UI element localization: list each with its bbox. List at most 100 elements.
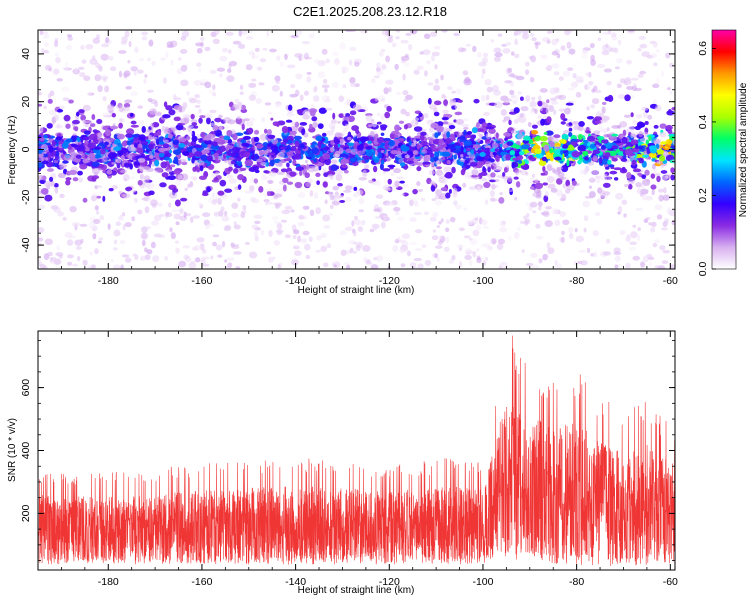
spectrogram-cell	[91, 55, 96, 61]
spectrogram-cell	[69, 235, 76, 239]
spectrogram-cell	[283, 158, 292, 162]
spectrogram-cell	[586, 135, 596, 142]
spectrogram-cell	[89, 58, 98, 65]
spectrogram-cell	[463, 129, 467, 137]
spectrogram-cell	[335, 133, 343, 138]
spectrogram-cell	[402, 90, 409, 96]
spectrogram-cell	[554, 259, 558, 266]
spectrogram-cell	[56, 108, 64, 113]
spectrogram-cell	[433, 100, 442, 106]
spectrogram-cell	[210, 255, 214, 260]
spectrogram-cell	[54, 125, 64, 128]
spectrogram-cell	[461, 123, 470, 128]
spectrogram-cell	[593, 251, 598, 258]
spectrogram-cell	[592, 230, 599, 237]
spectrogram-cell	[659, 245, 666, 251]
spectrogram-cell	[354, 61, 360, 67]
spectrogram-cell	[38, 227, 45, 233]
spectrogram-cell	[600, 145, 606, 150]
spectrogram-cell	[271, 138, 279, 145]
spectrogram-cell	[568, 131, 573, 138]
spectrogram-cell	[473, 98, 480, 104]
spectrogram-cell	[205, 223, 214, 227]
spectrogram-cell	[540, 172, 546, 176]
spectrogram-cell	[409, 30, 418, 35]
spectrogram-cell	[396, 176, 405, 180]
spectrogram-cell	[289, 130, 297, 135]
spectrogram-cell	[360, 30, 369, 34]
spectrogram-cell	[361, 220, 366, 226]
spectrogram-cell	[627, 178, 635, 185]
spectrogram-cell	[541, 148, 546, 156]
spectrogram-cell	[213, 211, 221, 217]
spectrogram-cell	[113, 264, 121, 269]
spectrogram-cell	[42, 33, 50, 40]
spectrogram-cell	[606, 127, 611, 132]
spectrogram-cell	[138, 119, 145, 126]
spectrogram-cell	[626, 85, 634, 90]
spectrogram-cell	[555, 189, 563, 197]
spectrogram-cell	[79, 72, 86, 78]
spectrogram-cell	[412, 150, 418, 155]
spectrogram-cell	[195, 166, 201, 173]
spectrogram-cell	[436, 125, 445, 133]
spectrogram-cell	[626, 59, 632, 65]
spectrogram-cell	[235, 117, 242, 125]
spectrogram-cell	[264, 102, 272, 106]
spectrogram-cell	[464, 134, 472, 139]
spectrogram-cell	[549, 87, 557, 95]
spectrogram-cell	[322, 153, 330, 160]
spectrogram-cell	[75, 154, 82, 159]
spectrogram-cell	[477, 51, 482, 58]
spectrogram-cell	[344, 185, 353, 191]
spectrogram-cell	[170, 232, 176, 240]
spectrogram-cell	[107, 223, 111, 230]
spectrogram-cell	[391, 130, 400, 135]
spectrogram-cell	[62, 151, 67, 155]
spectrogram-cell	[546, 242, 551, 249]
spectrogram-cell	[164, 152, 172, 158]
spectrogram-cell	[624, 80, 628, 85]
spectrogram-cell	[351, 220, 355, 227]
spectrogram-cell	[405, 32, 412, 37]
spectrogram-cell	[476, 224, 482, 232]
spectrogram-cell	[451, 255, 456, 261]
spectrogram-cell	[254, 47, 260, 53]
spectrogram-cell	[549, 148, 553, 154]
spectrogram-cell	[199, 115, 206, 118]
spectrogram-cell	[279, 61, 284, 67]
spectrogram-cell	[476, 122, 480, 128]
spectrogram-cell	[182, 151, 190, 156]
spectrogram-cell	[326, 243, 332, 249]
spectrogram-cell	[106, 169, 113, 175]
spectrogram-cell	[339, 230, 347, 236]
spectrogram-cell	[67, 145, 73, 150]
spectrogram-cell	[38, 193, 44, 197]
spectrogram-cell	[553, 71, 560, 76]
spectrogram-cell	[267, 142, 273, 147]
spectrogram-cell	[375, 67, 381, 72]
spectrogram-cell	[397, 137, 405, 142]
spectrogram-cell	[542, 166, 546, 172]
spectrogram-cell	[259, 133, 268, 141]
spectrogram-cell	[518, 160, 523, 164]
spectrogram-cell	[549, 141, 555, 148]
spectrogram-cell	[124, 30, 130, 38]
spectrogram-cell	[654, 173, 661, 177]
spectrogram-cell	[566, 67, 574, 72]
spectrogram-cell	[599, 189, 606, 197]
spectrogram-cell	[542, 182, 548, 186]
spectrogram-cell	[508, 189, 513, 193]
spectrogram-cell	[157, 202, 163, 207]
spectrogram-cell	[452, 191, 458, 198]
spectrogram-cell	[167, 175, 176, 181]
spectrogram-cell	[115, 221, 122, 227]
spectrogram-cell	[547, 247, 555, 255]
spectrogram-cell	[72, 177, 79, 182]
spectrogram-cell	[465, 147, 471, 152]
spectrogram-cell	[147, 97, 153, 103]
spectrogram-cell	[322, 181, 328, 188]
spectrogram-cell	[604, 43, 609, 48]
spectrogram-cell	[578, 249, 586, 253]
